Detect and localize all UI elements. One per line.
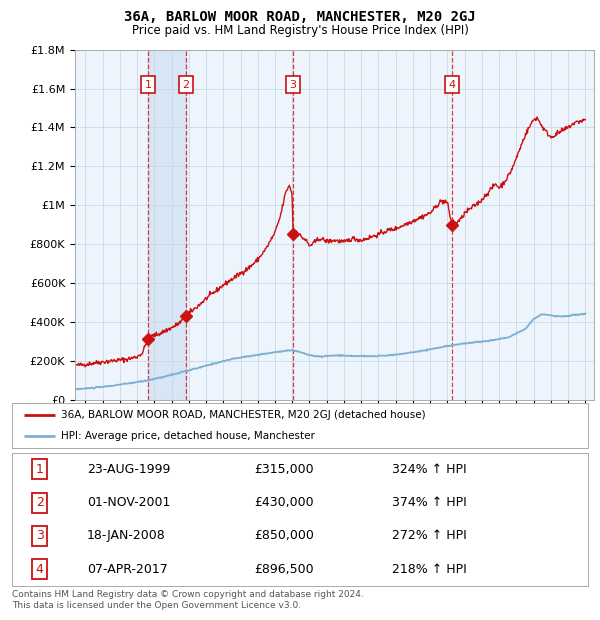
Text: 2: 2 <box>182 79 190 90</box>
Text: 23-AUG-1999: 23-AUG-1999 <box>87 463 170 476</box>
Text: £896,500: £896,500 <box>254 563 314 576</box>
Text: £430,000: £430,000 <box>254 496 314 509</box>
Text: 218% ↑ HPI: 218% ↑ HPI <box>392 563 467 576</box>
Text: 3: 3 <box>36 529 44 542</box>
Text: 1: 1 <box>36 463 44 476</box>
Text: 4: 4 <box>448 79 455 90</box>
Text: 272% ↑ HPI: 272% ↑ HPI <box>392 529 467 542</box>
Text: 4: 4 <box>36 563 44 576</box>
Text: £850,000: £850,000 <box>254 529 314 542</box>
Text: 07-APR-2017: 07-APR-2017 <box>87 563 167 576</box>
Text: Contains HM Land Registry data © Crown copyright and database right 2024.
This d: Contains HM Land Registry data © Crown c… <box>12 590 364 609</box>
Text: 1: 1 <box>145 79 152 90</box>
Text: Price paid vs. HM Land Registry's House Price Index (HPI): Price paid vs. HM Land Registry's House … <box>131 24 469 37</box>
Bar <box>148 50 186 400</box>
Text: 3: 3 <box>290 79 296 90</box>
Text: 2: 2 <box>36 496 44 509</box>
Text: 36A, BARLOW MOOR ROAD, MANCHESTER, M20 2GJ: 36A, BARLOW MOOR ROAD, MANCHESTER, M20 2… <box>124 10 476 24</box>
Text: 01-NOV-2001: 01-NOV-2001 <box>87 496 170 509</box>
Text: 36A, BARLOW MOOR ROAD, MANCHESTER, M20 2GJ (detached house): 36A, BARLOW MOOR ROAD, MANCHESTER, M20 2… <box>61 410 425 420</box>
Text: 374% ↑ HPI: 374% ↑ HPI <box>392 496 467 509</box>
Text: 324% ↑ HPI: 324% ↑ HPI <box>392 463 467 476</box>
Text: £315,000: £315,000 <box>254 463 314 476</box>
Text: HPI: Average price, detached house, Manchester: HPI: Average price, detached house, Manc… <box>61 432 315 441</box>
Text: 18-JAN-2008: 18-JAN-2008 <box>87 529 166 542</box>
